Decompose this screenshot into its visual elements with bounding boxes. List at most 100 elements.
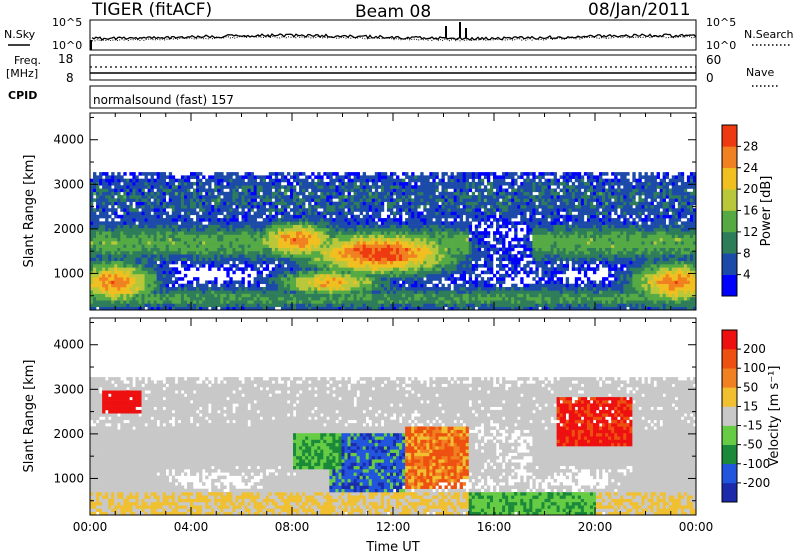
power-cell [448, 274, 451, 278]
power-cell [120, 261, 123, 265]
power-cell [369, 221, 372, 225]
power-cell [305, 264, 308, 268]
power-cell [457, 238, 460, 242]
power-cell [138, 185, 141, 189]
power-cell [441, 294, 444, 298]
power-cell [93, 172, 96, 176]
power-cell [93, 179, 96, 183]
power-cell [117, 244, 120, 248]
power-cell [311, 284, 314, 288]
power-cell [202, 294, 205, 298]
power-cell [329, 179, 332, 183]
power-cell [105, 280, 108, 284]
power-cell [229, 212, 232, 216]
power-cell [417, 277, 420, 281]
power-cell [229, 205, 232, 209]
power-cell [281, 264, 284, 268]
power-cell [229, 182, 232, 186]
power-cell [287, 294, 290, 298]
power-cell [111, 297, 114, 301]
power-cell [117, 215, 120, 219]
power-cell [102, 264, 105, 268]
power-cell [263, 192, 266, 196]
power-cell [308, 277, 311, 281]
power-cell [435, 172, 438, 176]
power-cell [229, 218, 232, 222]
power-cell [351, 254, 354, 258]
power-cell [348, 280, 351, 284]
power-cell [299, 208, 302, 212]
power-cell [381, 284, 384, 288]
power-cell [281, 284, 284, 288]
power-cell [287, 231, 290, 235]
power-cell [296, 290, 299, 294]
power-cell [345, 175, 348, 179]
power-cell [154, 261, 157, 265]
power-cell [448, 251, 451, 255]
power-cell [390, 264, 393, 268]
power-cell [390, 182, 393, 186]
power-cell [408, 241, 411, 245]
power-cell [235, 198, 238, 202]
power-cell [469, 208, 472, 212]
power-cell [332, 225, 335, 229]
power-cell [435, 271, 438, 275]
power-cell [187, 267, 190, 271]
power-cell [123, 251, 126, 255]
power-cell [111, 271, 114, 275]
power-cell [123, 179, 126, 183]
power-cell [432, 179, 435, 183]
power-cell [463, 175, 466, 179]
power-cell [214, 231, 217, 235]
power-cell [160, 225, 163, 229]
power-cell [99, 189, 102, 193]
power-cell [190, 185, 193, 189]
power-cell [332, 179, 335, 183]
power-cell [372, 179, 375, 183]
power-cell [178, 208, 181, 212]
power-cell [172, 238, 175, 242]
power-cell [323, 189, 326, 193]
power-cell [472, 192, 475, 196]
power-cell [429, 300, 432, 304]
power-cell [196, 267, 199, 271]
power-cell [151, 294, 154, 298]
power-cell [229, 175, 232, 179]
power-cell [390, 192, 393, 196]
power-cell [202, 241, 205, 245]
power-cell [314, 238, 317, 242]
power-cell [126, 251, 129, 255]
power-cell [341, 225, 344, 229]
power-cell [138, 228, 141, 232]
power-cell [126, 271, 129, 275]
power-cell [220, 221, 223, 225]
power-cell [378, 277, 381, 281]
power-cell [142, 271, 145, 275]
power-cell [435, 205, 438, 209]
power-cell [381, 195, 384, 199]
power-cell [457, 172, 460, 176]
power-cell [151, 182, 154, 186]
power-cell [117, 297, 120, 301]
power-cell [257, 271, 260, 275]
power-cell [245, 212, 248, 216]
power-cell [169, 274, 172, 278]
power-cell [114, 212, 117, 216]
power-cell [220, 244, 223, 248]
power-cell [205, 205, 208, 209]
power-cell [272, 221, 275, 225]
power-cell [126, 257, 129, 261]
power-cell [429, 182, 432, 186]
power-cell [266, 257, 269, 261]
power-cell [108, 261, 111, 265]
power-cell [435, 287, 438, 291]
power-cell [208, 300, 211, 304]
power-cell [429, 202, 432, 206]
power-cell [187, 241, 190, 245]
power-cell [257, 254, 260, 258]
power-cell [175, 261, 178, 265]
power-cell [475, 290, 478, 294]
power-cell [166, 251, 169, 255]
power-cell [105, 294, 108, 298]
power-cell [229, 241, 232, 245]
